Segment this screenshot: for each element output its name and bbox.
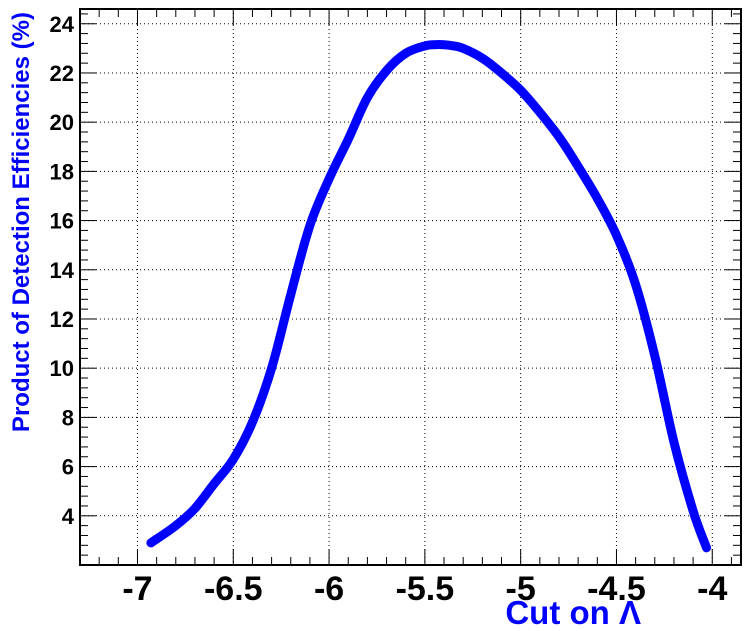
- y-tick-label: 4: [62, 504, 75, 529]
- axis-ticks: [79, 9, 741, 566]
- x-axis-title: Cut on Λ: [505, 594, 641, 631]
- y-tick-label: 6: [62, 455, 74, 480]
- y-tick-label: 18: [50, 159, 74, 184]
- x-tick-label: -4.5: [587, 570, 646, 608]
- y-tick-label: 22: [50, 61, 74, 86]
- y-tick-labels: 4 6 8 10 12 14 16 18 20 22 24: [50, 12, 75, 529]
- x-tick-label: -7: [122, 570, 152, 608]
- x-tick-labels: -7 -6.5 -6 -5.5 -5 -4.5 -4: [122, 570, 727, 608]
- grid: [80, 9, 741, 565]
- plot-frame: [79, 8, 742, 566]
- x-tick-label: -4: [697, 570, 727, 608]
- y-tick-label: 20: [50, 110, 74, 135]
- x-tick-label: -5.5: [396, 570, 455, 608]
- y-tick-label: 14: [50, 258, 75, 283]
- x-tick-label: -5: [506, 570, 536, 608]
- series-line: [146, 40, 711, 553]
- y-tick-label: 10: [50, 356, 74, 381]
- y-tick-label: 24: [50, 12, 75, 37]
- x-tick-label: -6: [314, 570, 344, 608]
- y-tick-label: 12: [50, 307, 74, 332]
- y-tick-label: 8: [62, 405, 74, 430]
- series-layer: [146, 40, 711, 553]
- y-axis-title: Product of Detection Efficiencies (%): [8, 12, 35, 432]
- x-tick-label: -6.5: [204, 570, 263, 608]
- y-tick-label: 16: [50, 209, 74, 234]
